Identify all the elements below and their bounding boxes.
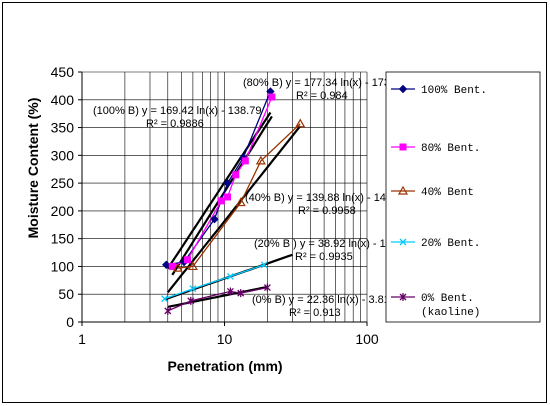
x-axis-title: Penetration (mm)	[167, 358, 282, 374]
data-point	[223, 178, 232, 188]
data-point	[397, 185, 409, 195]
trendline-r-squared: R² = 0.9886	[146, 118, 204, 130]
data-point	[187, 261, 198, 271]
y-tick-label: 300	[51, 147, 75, 163]
y-tick-label: 350	[51, 120, 75, 136]
data-point	[226, 287, 234, 296]
legend-label: 0% Bent.	[421, 293, 474, 305]
legend-label: 20% Bent.	[421, 238, 480, 250]
data-point	[295, 118, 306, 128]
data-point	[241, 157, 249, 165]
x-tick-label: 1	[78, 331, 86, 347]
axes	[78, 71, 368, 326]
data-point	[184, 256, 192, 264]
trendline-equation: (0% B) y = 22.36 ln(x) - 3.81	[252, 294, 390, 306]
y-tick-label: 100	[51, 258, 75, 274]
trendline-equation: (100% B) y = 169.42 ln(x) - 138.79	[93, 105, 261, 117]
y-tick-label: 0	[66, 314, 74, 330]
y-tick-label: 450	[51, 64, 75, 80]
data-point	[161, 295, 169, 303]
data-point	[217, 197, 225, 205]
trendline-r-squared: R² = 0.9958	[298, 205, 356, 217]
trendline-equation: (80% B) y = 177.34 ln(x) - 173.96	[243, 77, 405, 89]
data-point	[260, 261, 268, 269]
data-point	[162, 260, 171, 269]
data-point	[226, 272, 234, 280]
trendline	[166, 111, 272, 270]
y-tick-label: 150	[51, 231, 75, 247]
data-point	[268, 93, 276, 101]
data-point	[210, 215, 219, 224]
legend-label-line2: (kaoline)	[421, 307, 480, 319]
tick-labels: 0 50 100 150 200 250 300 350 400 450 1 10 100	[51, 64, 379, 347]
data-point	[187, 296, 195, 305]
trendline	[166, 125, 302, 294]
trendline-r-squared: R² = 0.913	[289, 307, 341, 319]
data-point	[399, 238, 407, 246]
y-tick-label: 250	[51, 175, 75, 191]
data-markers	[161, 87, 306, 315]
series-line	[164, 264, 265, 300]
data-point	[224, 193, 232, 201]
trendline	[171, 115, 273, 276]
x-tick-label: 100	[355, 331, 379, 347]
series-line	[177, 123, 301, 269]
data-point	[399, 293, 407, 301]
y-tick-label: 200	[51, 203, 75, 219]
data-point	[164, 306, 172, 315]
legend-label: 100% Bent.	[421, 85, 487, 97]
data-point	[399, 143, 407, 151]
data-point	[168, 262, 176, 270]
data-point	[263, 283, 271, 292]
y-tick-label: 400	[51, 92, 75, 108]
gridlines	[82, 71, 368, 322]
y-tick-label: 50	[58, 286, 74, 302]
y-axis-title: Moisture Content (%)	[25, 98, 41, 239]
data-point	[237, 289, 245, 298]
data-point	[189, 285, 197, 293]
data-point	[235, 197, 246, 207]
legend-label: 40% Bent	[421, 187, 474, 199]
data-point	[172, 262, 183, 272]
trendline-equation: (20% B ) y = 38.92 ln(x) - 11.34	[254, 238, 406, 250]
legend: 100% Bent. 80% Bent. 40% Bent 20% Bent. 0% B…	[385, 71, 541, 323]
data-point	[232, 171, 240, 179]
trendline-r-squared: R² = 0.984	[296, 90, 348, 102]
data-point	[255, 155, 266, 165]
x-tick-label: 10	[217, 331, 233, 347]
data-point	[398, 84, 408, 94]
legend-label: 80% Bent.	[421, 143, 480, 155]
trendline-equation: (40% B) y = 139.88 ln(x) - 140.59	[245, 192, 407, 204]
legend-box	[385, 71, 541, 323]
trendline-r-squared: R² = 0.9935	[295, 251, 353, 263]
